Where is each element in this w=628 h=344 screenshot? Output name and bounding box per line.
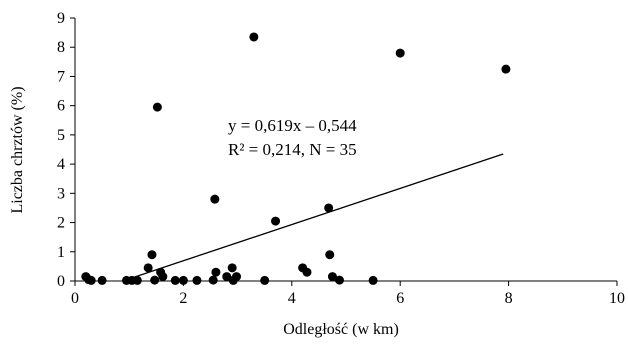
data-point <box>158 272 168 282</box>
y-tick-label: 0 <box>57 273 65 290</box>
data-point <box>211 267 221 277</box>
data-point <box>232 272 242 282</box>
data-point <box>260 275 270 285</box>
x-tick-label: 2 <box>179 290 187 307</box>
data-point <box>170 275 180 285</box>
data-point <box>152 102 162 112</box>
data-point <box>192 275 202 285</box>
data-point <box>97 275 107 285</box>
data-point <box>147 250 157 260</box>
data-point <box>222 272 232 282</box>
data-point <box>327 272 337 282</box>
data-point <box>501 64 511 74</box>
y-tick-label: 7 <box>57 68 65 85</box>
x-tick-label: 10 <box>609 290 625 307</box>
data-point <box>143 263 153 273</box>
x-axis-ticks: 0 2 4 6 8 10 <box>71 281 625 307</box>
x-tick-label: 0 <box>71 290 79 307</box>
data-point <box>150 275 160 285</box>
data-point <box>249 32 259 42</box>
data-point <box>210 194 220 204</box>
data-point <box>227 263 237 273</box>
regression-statistics: R² = 0,214, N = 35 <box>228 140 357 159</box>
trendline <box>123 153 504 282</box>
y-tick-label: 3 <box>57 185 65 202</box>
data-point <box>324 203 334 213</box>
y-tick-label: 9 <box>57 10 65 27</box>
y-tick-label: 2 <box>57 215 65 232</box>
x-tick-label: 4 <box>288 290 296 307</box>
data-point <box>302 267 312 277</box>
y-tick-label: 8 <box>57 39 65 56</box>
data-point <box>271 216 281 226</box>
data-points <box>81 32 511 285</box>
data-point <box>132 275 142 285</box>
data-point <box>368 275 378 285</box>
x-axis-title: Odległość (w km) <box>283 321 399 338</box>
data-point <box>395 48 405 58</box>
data-point <box>325 250 335 260</box>
x-tick-label: 8 <box>505 290 513 307</box>
x-tick-label: 6 <box>396 290 404 307</box>
y-tick-label: 4 <box>57 156 65 173</box>
y-axis-ticks: 0 1 2 3 4 5 6 7 8 9 <box>57 10 75 290</box>
data-point <box>84 275 94 285</box>
regression-equation: y = 0,619x – 0,544 <box>228 116 357 135</box>
y-tick-label: 5 <box>57 127 65 144</box>
y-axis-title: Liczba chrztów (%) <box>9 86 26 213</box>
data-point <box>178 275 188 285</box>
y-tick-label: 1 <box>57 244 65 261</box>
data-point <box>208 275 218 285</box>
y-tick-label: 6 <box>57 98 65 115</box>
data-point <box>334 275 344 285</box>
